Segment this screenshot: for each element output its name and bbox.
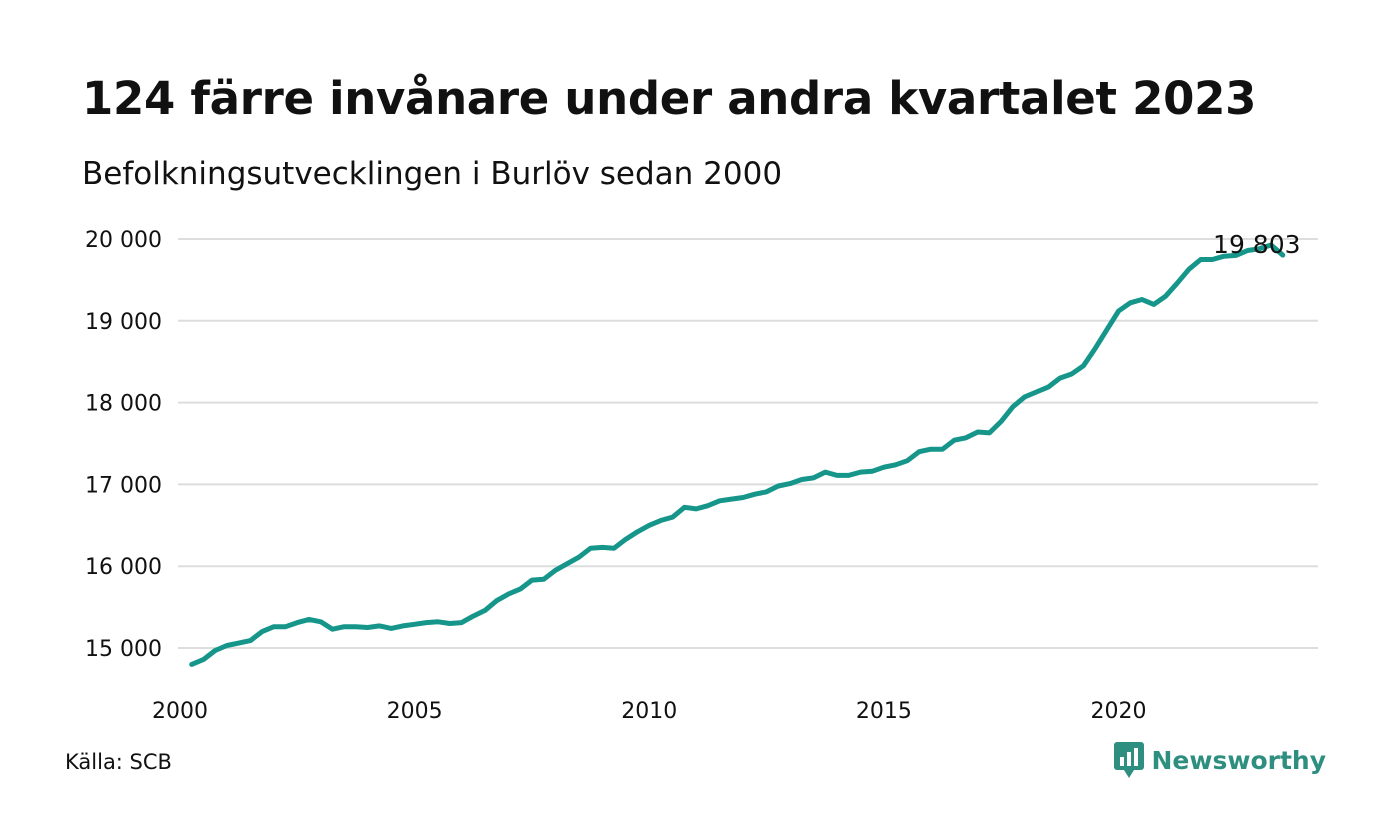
x-tick-label: 2010	[621, 699, 677, 724]
y-tick-label: 16 000	[85, 555, 162, 580]
series-layer	[189, 242, 1286, 667]
y-tick-label: 20 000	[85, 228, 162, 253]
brand-logo[interactable]: Newsworthy	[1113, 742, 1327, 778]
series-line	[189, 242, 1286, 667]
brand-name: Newsworthy	[1151, 745, 1327, 775]
chart-subtitle: Befolkningsutvecklingen i Burlöv sedan 2…	[82, 156, 783, 192]
bar-chart-badge-icon	[1113, 742, 1144, 778]
x-tick-label: 2005	[387, 699, 443, 724]
x-tick-label: 2020	[1091, 699, 1147, 724]
source-note: Källa: SCB	[65, 750, 172, 774]
grid-lines	[178, 238, 1318, 649]
end-value-label: 19 803	[1213, 230, 1300, 259]
x-tick-label: 2015	[856, 699, 912, 724]
y-axis-ticks: 15 000 16 000 17 000 18 000 19 000 20 000	[85, 228, 162, 662]
x-tick-label: 2000	[152, 699, 208, 724]
y-tick-label: 19 000	[85, 310, 162, 335]
annotation-layer: 19 803	[1213, 230, 1300, 259]
y-tick-label: 15 000	[85, 637, 162, 662]
y-tick-label: 18 000	[85, 392, 162, 417]
chart-title: 124 färre invånare under andra kvartalet…	[82, 72, 1257, 125]
x-axis-ticks: 2000 2005 2010 2015 2020	[152, 699, 1147, 724]
y-tick-label: 17 000	[85, 473, 162, 498]
